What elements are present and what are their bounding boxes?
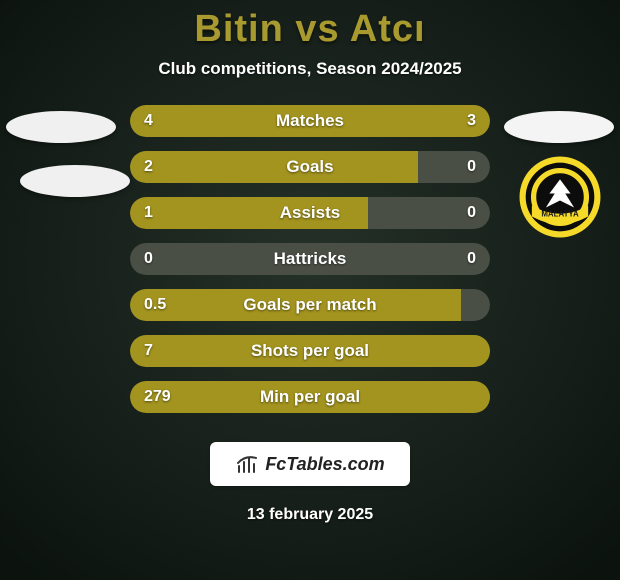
right-player-oval xyxy=(504,111,614,143)
stat-row: Goals per match0.5 xyxy=(130,289,490,321)
left-player-oval-2 xyxy=(20,165,130,197)
stat-value-left: 1 xyxy=(144,197,153,229)
stat-row: Hattricks00 xyxy=(130,243,490,275)
stat-row: Matches43 xyxy=(130,105,490,137)
fctables-icon xyxy=(235,452,259,476)
team-badge-ribbon-text: MALATYA xyxy=(541,209,579,218)
stat-fill-left xyxy=(130,151,418,183)
left-player-oval-1 xyxy=(6,111,116,143)
right-team-badge: MALATYA xyxy=(516,153,604,241)
stat-fill-left xyxy=(130,381,490,413)
stat-row: Shots per goal7 xyxy=(130,335,490,367)
footer-date: 13 february 2025 xyxy=(0,506,620,524)
stat-fill-left xyxy=(130,105,335,137)
comparison-stage: MALATYA Matches43Goals20Assists10Hattric… xyxy=(0,97,620,580)
stat-row: Min per goal279 xyxy=(130,381,490,413)
stat-value-left: 4 xyxy=(144,105,153,137)
stat-value-right: 0 xyxy=(467,197,476,229)
stat-rows: Matches43Goals20Assists10Hattricks00Goal… xyxy=(130,105,490,413)
footer-logo-box: FcTables.com xyxy=(210,442,410,486)
stat-value-left: 7 xyxy=(144,335,153,367)
stat-value-right: 0 xyxy=(467,151,476,183)
footer-logo-text: FcTables.com xyxy=(265,454,384,475)
stat-value-right: 0 xyxy=(467,243,476,275)
stat-value-left: 279 xyxy=(144,381,171,413)
stat-row: Goals20 xyxy=(130,151,490,183)
page-subtitle: Club competitions, Season 2024/2025 xyxy=(158,59,461,79)
stat-row: Assists10 xyxy=(130,197,490,229)
stat-fill-left xyxy=(130,289,461,321)
stat-value-left: 2 xyxy=(144,151,153,183)
stat-value-left: 0.5 xyxy=(144,289,166,321)
stat-value-left: 0 xyxy=(144,243,153,275)
stat-value-right: 3 xyxy=(467,105,476,137)
stat-fill-left xyxy=(130,335,490,367)
stat-fill-left xyxy=(130,197,368,229)
page-title: Bitin vs Atcı xyxy=(194,8,425,51)
